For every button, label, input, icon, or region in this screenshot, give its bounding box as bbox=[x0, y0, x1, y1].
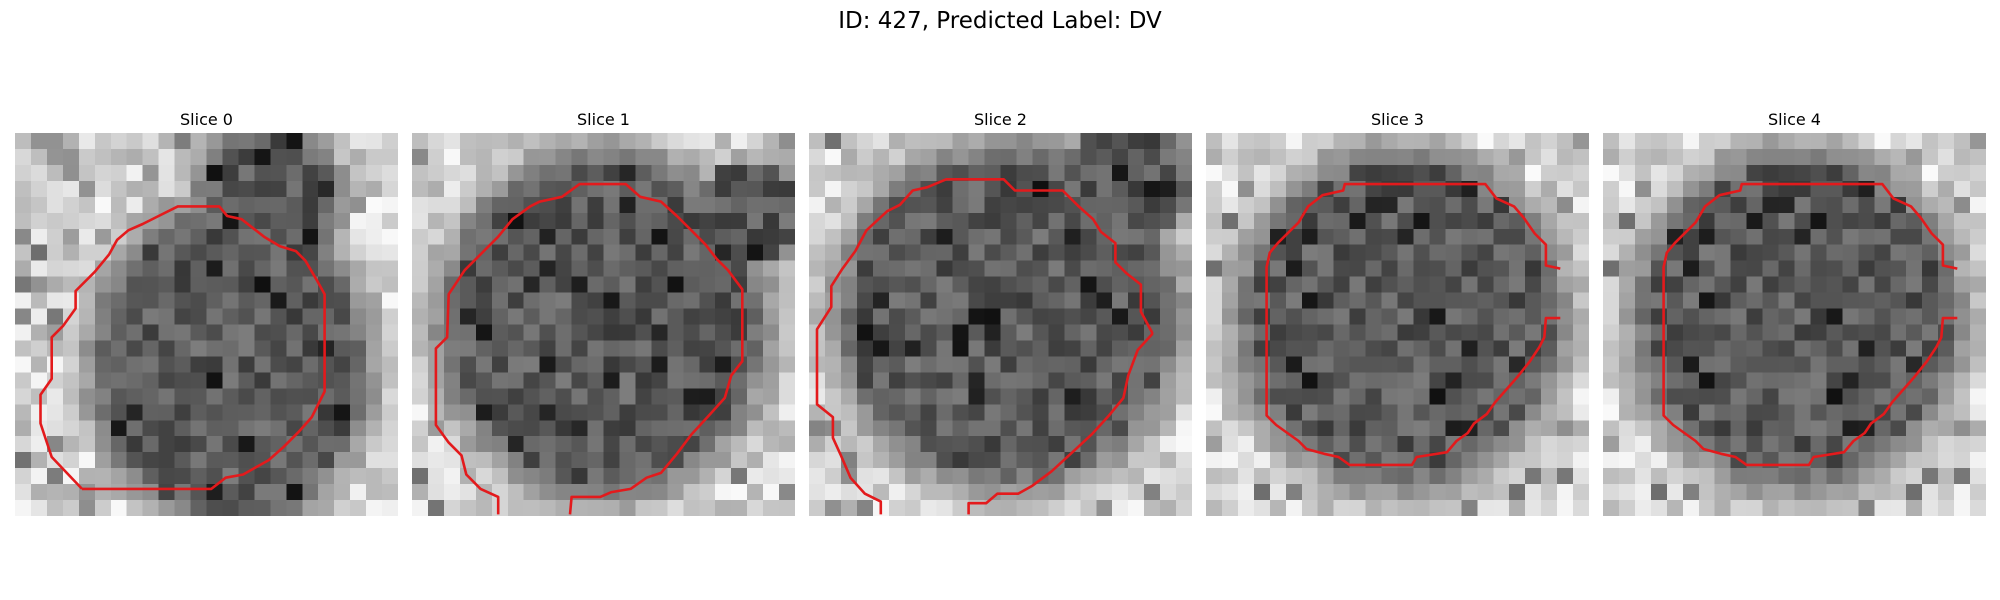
slice-0-contour bbox=[39, 205, 326, 491]
slice-0-title: Slice 0 bbox=[180, 110, 233, 129]
slice-1-title: Slice 1 bbox=[577, 110, 630, 129]
slice-1-pixel-grid bbox=[412, 133, 795, 516]
slice-4-pixel-grid bbox=[1603, 133, 1986, 516]
slice-3-pixel-grid bbox=[1206, 133, 1589, 516]
slice-1-image bbox=[412, 133, 795, 516]
slice-2-image bbox=[809, 133, 1192, 516]
slice-3-contour bbox=[1265, 182, 1561, 467]
slice-0-pixel-grid bbox=[15, 133, 398, 516]
slice-4-title: Slice 4 bbox=[1768, 110, 1821, 129]
slice-2-title: Slice 2 bbox=[974, 110, 1027, 129]
slice-3-image bbox=[1206, 133, 1589, 516]
slice-0-image bbox=[15, 133, 398, 516]
slice-2-pixel-grid bbox=[809, 133, 1192, 516]
slice-1-contour bbox=[434, 182, 744, 515]
figure-title: ID: 427, Predicted Label: DV bbox=[838, 8, 1162, 34]
slice-2-contour bbox=[815, 177, 1154, 515]
slice-4-image bbox=[1603, 133, 1986, 516]
slice-3-title: Slice 3 bbox=[1371, 110, 1424, 129]
slice-4-contour bbox=[1662, 182, 1958, 467]
